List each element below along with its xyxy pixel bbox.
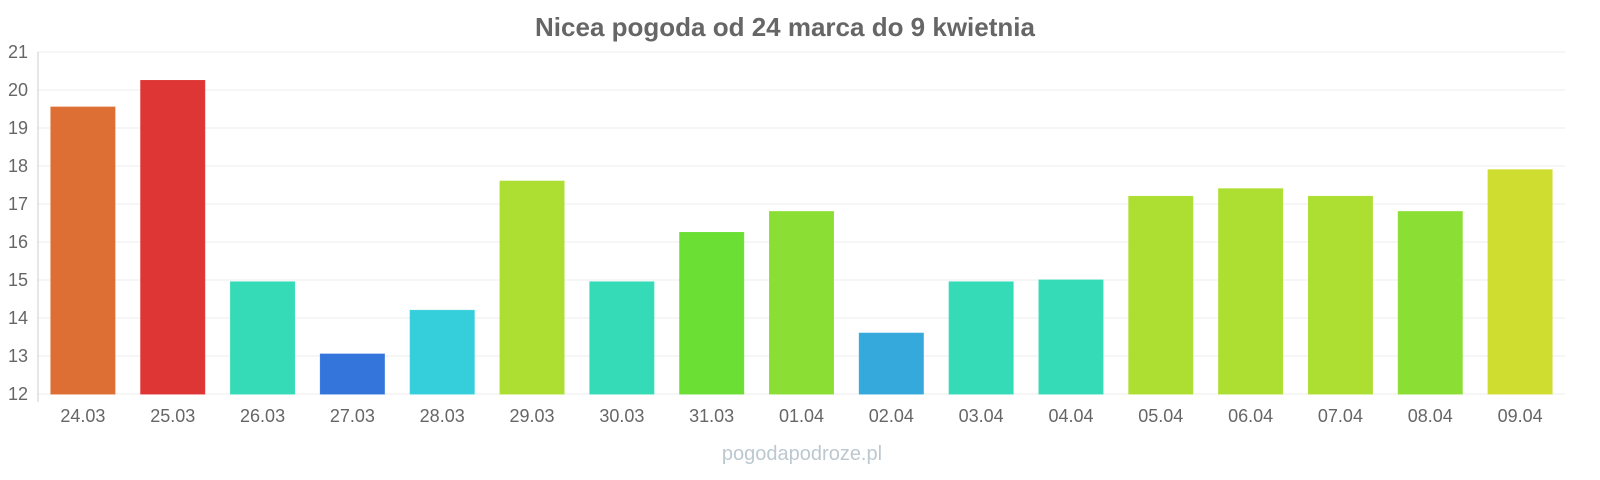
y-tick-label: 12 [8,384,28,404]
bar-03.04[interactable] [948,281,1014,395]
x-tick-label: 05.04 [1138,406,1183,426]
x-tick-label: 06.04 [1228,406,1273,426]
bar-27.03[interactable] [319,353,385,395]
bar-29.03[interactable] [499,180,565,395]
y-tick-label: 18 [8,156,28,176]
y-tick-label: 17 [8,194,28,214]
bar-01.04[interactable] [769,211,834,395]
bar-06.04[interactable] [1218,188,1284,395]
bar-04.04[interactable] [1038,279,1104,395]
bars [50,80,1553,395]
bar-28.03[interactable] [409,309,475,395]
bar-31.03[interactable] [679,232,745,395]
y-tick-label: 21 [8,42,28,62]
x-tick-label: 28.03 [420,406,465,426]
x-tick-label: 04.04 [1048,406,1093,426]
x-tick-label: 26.03 [240,406,285,426]
x-tick-label: 09.04 [1498,406,1543,426]
x-tick-label: 24.03 [60,406,105,426]
y-tick-label: 13 [8,346,28,366]
x-tick-label: 30.03 [599,406,644,426]
x-tick-label: 25.03 [150,406,195,426]
y-tick-label: 14 [8,308,28,328]
x-tick-label: 27.03 [330,406,375,426]
chart-title: Nicea pogoda od 24 marca do 9 kwietnia [535,12,1035,42]
bar-30.03[interactable] [589,281,655,395]
x-tick-label: 31.03 [689,406,734,426]
x-tick-label: 02.04 [869,406,914,426]
bar-07.04[interactable] [1307,195,1373,395]
y-axis: 12 13 14 15 16 17 18 19 20 21 [8,42,39,404]
bar-25.03[interactable] [140,80,206,395]
x-tick-label: 08.04 [1408,406,1453,426]
bar-26.03[interactable] [230,281,296,395]
bar-02.04[interactable] [858,332,924,395]
bar-05.04[interactable] [1128,195,1194,395]
y-tick-label: 20 [8,80,28,100]
x-axis: 24.03 25.03 26.03 27.03 28.03 29.03 30.03 31.03… [60,406,1542,426]
bar-24.03[interactable] [50,106,116,395]
bar-08.04[interactable] [1397,211,1463,395]
x-tick-label: 29.03 [510,406,555,426]
x-tick-label: 07.04 [1318,406,1363,426]
watermark: pogodapodroze.pl [722,443,882,465]
y-tick-label: 15 [8,270,28,290]
bar-09.04[interactable] [1487,169,1553,395]
x-tick-label: 03.04 [959,406,1004,426]
x-tick-label: 01.04 [779,406,824,426]
y-tick-label: 16 [8,232,28,252]
y-tick-label: 19 [8,118,28,138]
